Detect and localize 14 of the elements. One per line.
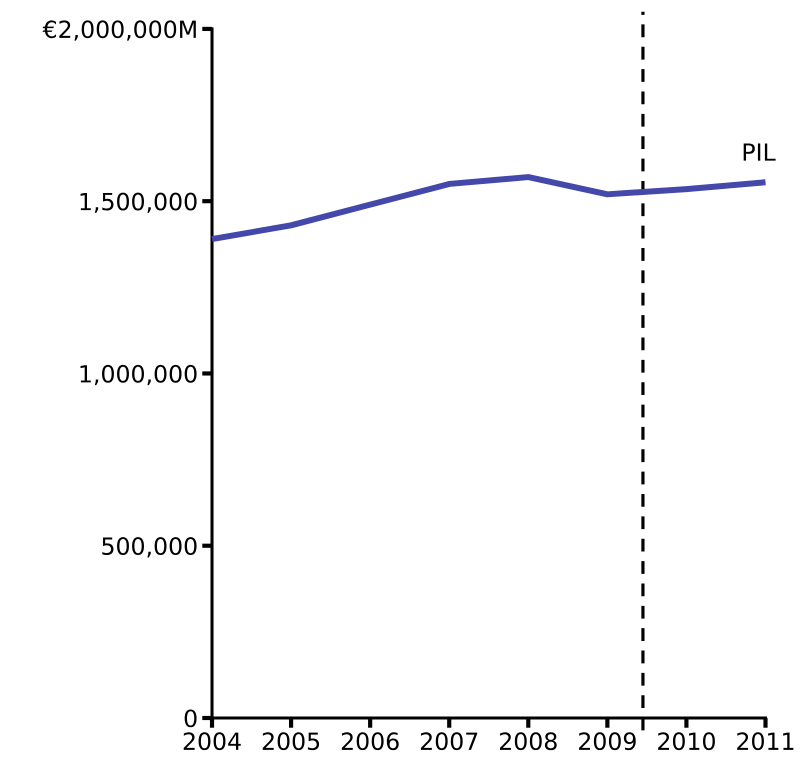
- series-label: PIL: [744, 143, 776, 161]
- y-tick-label: 1,500,000: [80, 192, 197, 213]
- x-tick-label: 2008: [500, 732, 557, 750]
- x-tick-label: 2010: [658, 732, 715, 750]
- y-tick-label: 0: [184, 709, 197, 728]
- x-tick-label: 2007: [420, 732, 478, 750]
- y-tick-label: €2,000,000M: [42, 20, 196, 41]
- x-tick-label: 2005: [262, 732, 320, 750]
- x-tick-label: 2006: [342, 732, 399, 750]
- x-tick-label: 2009: [579, 732, 636, 750]
- y-tick-label: 500,000: [102, 537, 197, 558]
- y-tick-label: 1,000,000: [80, 364, 197, 386]
- x-tick-label: 2011: [737, 732, 794, 750]
- x-tick-label: 2004: [184, 732, 241, 750]
